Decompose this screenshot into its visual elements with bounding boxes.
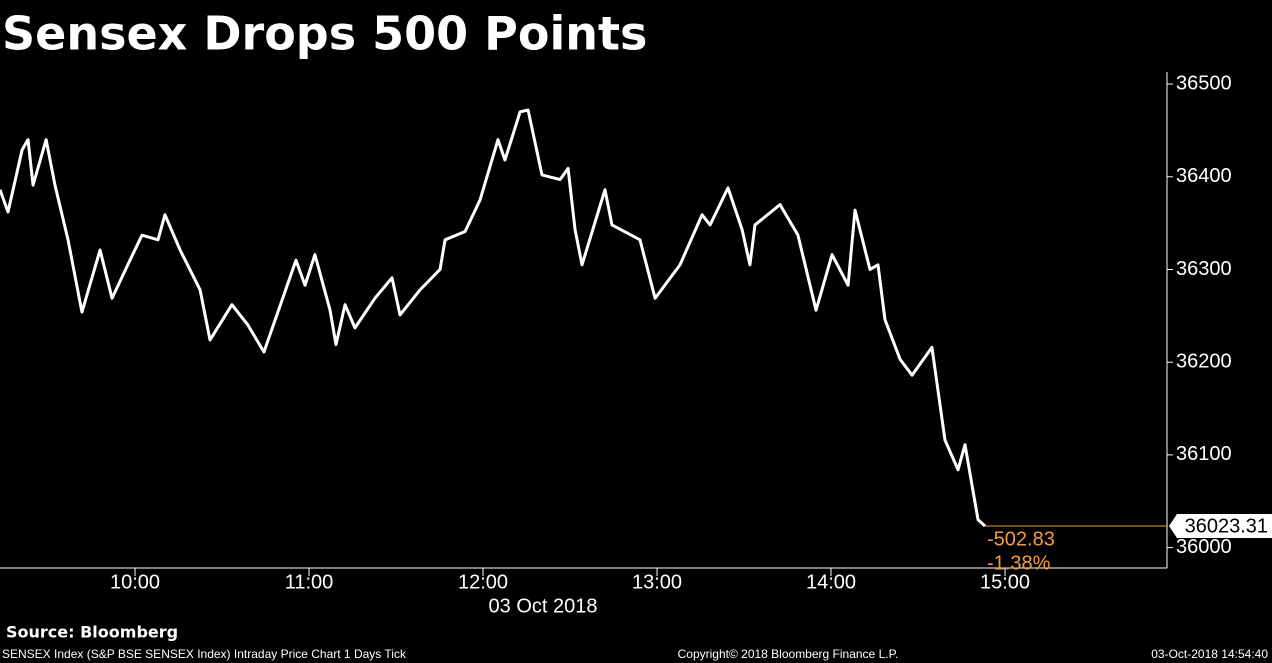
last-price-box xyxy=(1169,513,1272,538)
y-tick-label: 36400 xyxy=(1176,165,1232,187)
y-tick-label: 36300 xyxy=(1176,258,1232,280)
x-tick-label: 10:00 xyxy=(110,571,160,593)
chart-title: Sensex Drops 500 Points xyxy=(2,7,647,61)
change-percent: -1.38% xyxy=(987,552,1051,574)
x-tick-label: 13:00 xyxy=(632,571,682,593)
footer-right: 03-Oct-2018 14:54:40 xyxy=(1151,647,1268,661)
y-tick-label: 36200 xyxy=(1176,350,1232,372)
last-price-label: 36023.31 xyxy=(1185,515,1268,537)
source: Source: Bloomberg xyxy=(6,623,178,642)
y-tick-label: 36100 xyxy=(1176,443,1232,465)
y-tick-label: 36500 xyxy=(1176,72,1232,94)
change-points: -502.83 xyxy=(987,528,1055,550)
footer-center: Copyright© 2018 Bloomberg Finance L.P. xyxy=(678,647,899,661)
x-tick-label: 12:00 xyxy=(458,571,508,593)
price-line xyxy=(0,108,986,528)
y-tick-label: 36000 xyxy=(1176,536,1232,558)
x-tick-label: 11:00 xyxy=(285,571,334,593)
x-tick-label: 15:00 xyxy=(980,571,1030,593)
footer-left: SENSEX Index (S&P BSE SENSEX Index) Intr… xyxy=(2,647,407,661)
x-tick-label: 14:00 xyxy=(806,571,856,593)
x-axis-label: 03 Oct 2018 xyxy=(489,595,598,617)
